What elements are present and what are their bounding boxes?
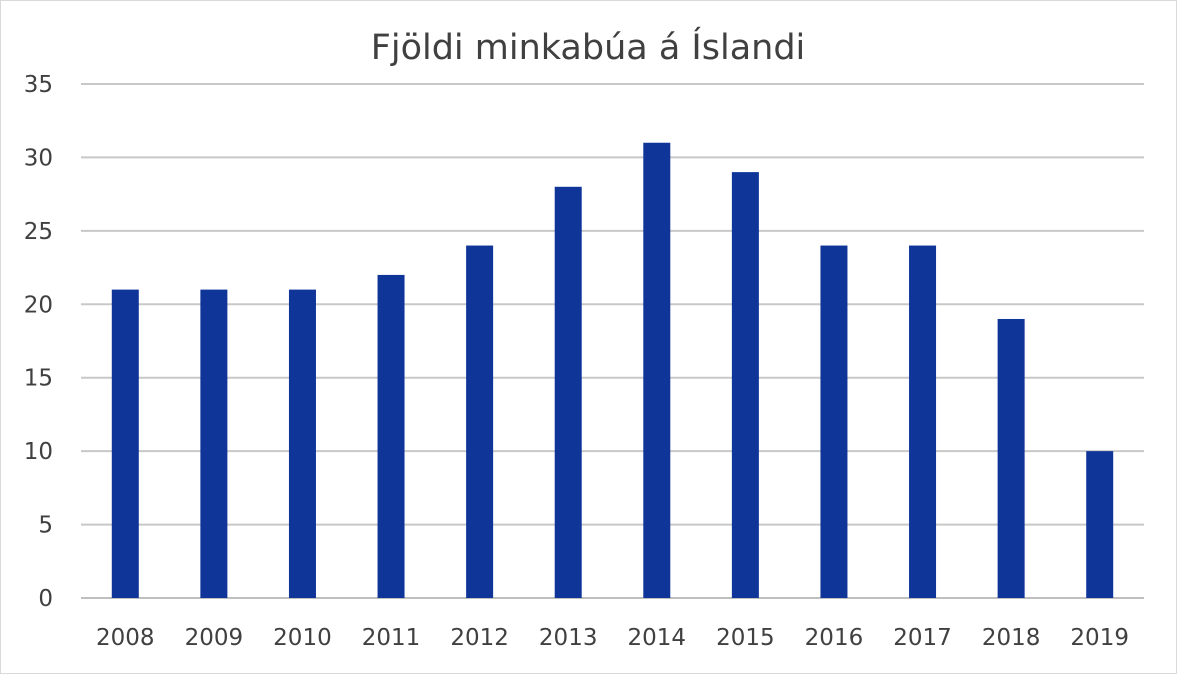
chart-title: Fjöldi minkabúa á Íslandi	[371, 26, 806, 68]
x-tick-label: 2010	[273, 625, 332, 651]
x-tick-label: 2011	[362, 625, 421, 651]
x-tick-label: 2013	[539, 625, 598, 651]
bar-2013	[554, 186, 582, 599]
bar-2017	[909, 245, 937, 599]
x-tick-label: 2008	[96, 625, 155, 651]
x-tick-label: 2012	[450, 625, 509, 651]
x-tick-label: 2018	[982, 625, 1041, 651]
bar-2019	[1086, 451, 1114, 598]
y-axis-tick-labels: 0 5 10 15 20 25 30 35	[24, 72, 53, 612]
x-tick-label: 2019	[1070, 625, 1129, 651]
x-tick-label: 2017	[893, 625, 952, 651]
bar-2018	[997, 318, 1025, 598]
bar-2014	[643, 142, 671, 598]
x-axis-tick-labels: 2008 2009 2010 2011 2012 2013 2014 2015 2016 2017…	[96, 625, 1129, 651]
x-tick-label: 2009	[185, 625, 244, 651]
x-tick-label: 2014	[628, 625, 687, 651]
y-tick-label: 0	[38, 586, 53, 612]
y-tick-label: 20	[24, 292, 53, 318]
gridlines	[81, 83, 1144, 599]
bar-2008	[111, 289, 139, 598]
y-tick-label: 25	[24, 219, 53, 245]
y-tick-label: 5	[38, 513, 53, 539]
x-tick-label: 2016	[805, 625, 864, 651]
x-tick-label: 2015	[716, 625, 775, 651]
y-tick-label: 30	[24, 145, 53, 171]
bar-2015	[731, 172, 759, 598]
bars	[111, 142, 1114, 599]
y-tick-label: 10	[24, 439, 53, 465]
bar-2012	[466, 245, 494, 599]
bar-2010	[288, 289, 316, 598]
bar-2011	[377, 274, 405, 598]
bar-2009	[200, 289, 228, 598]
y-tick-label: 15	[24, 366, 53, 392]
y-tick-label: 35	[24, 72, 53, 98]
bar-2016	[820, 245, 848, 599]
